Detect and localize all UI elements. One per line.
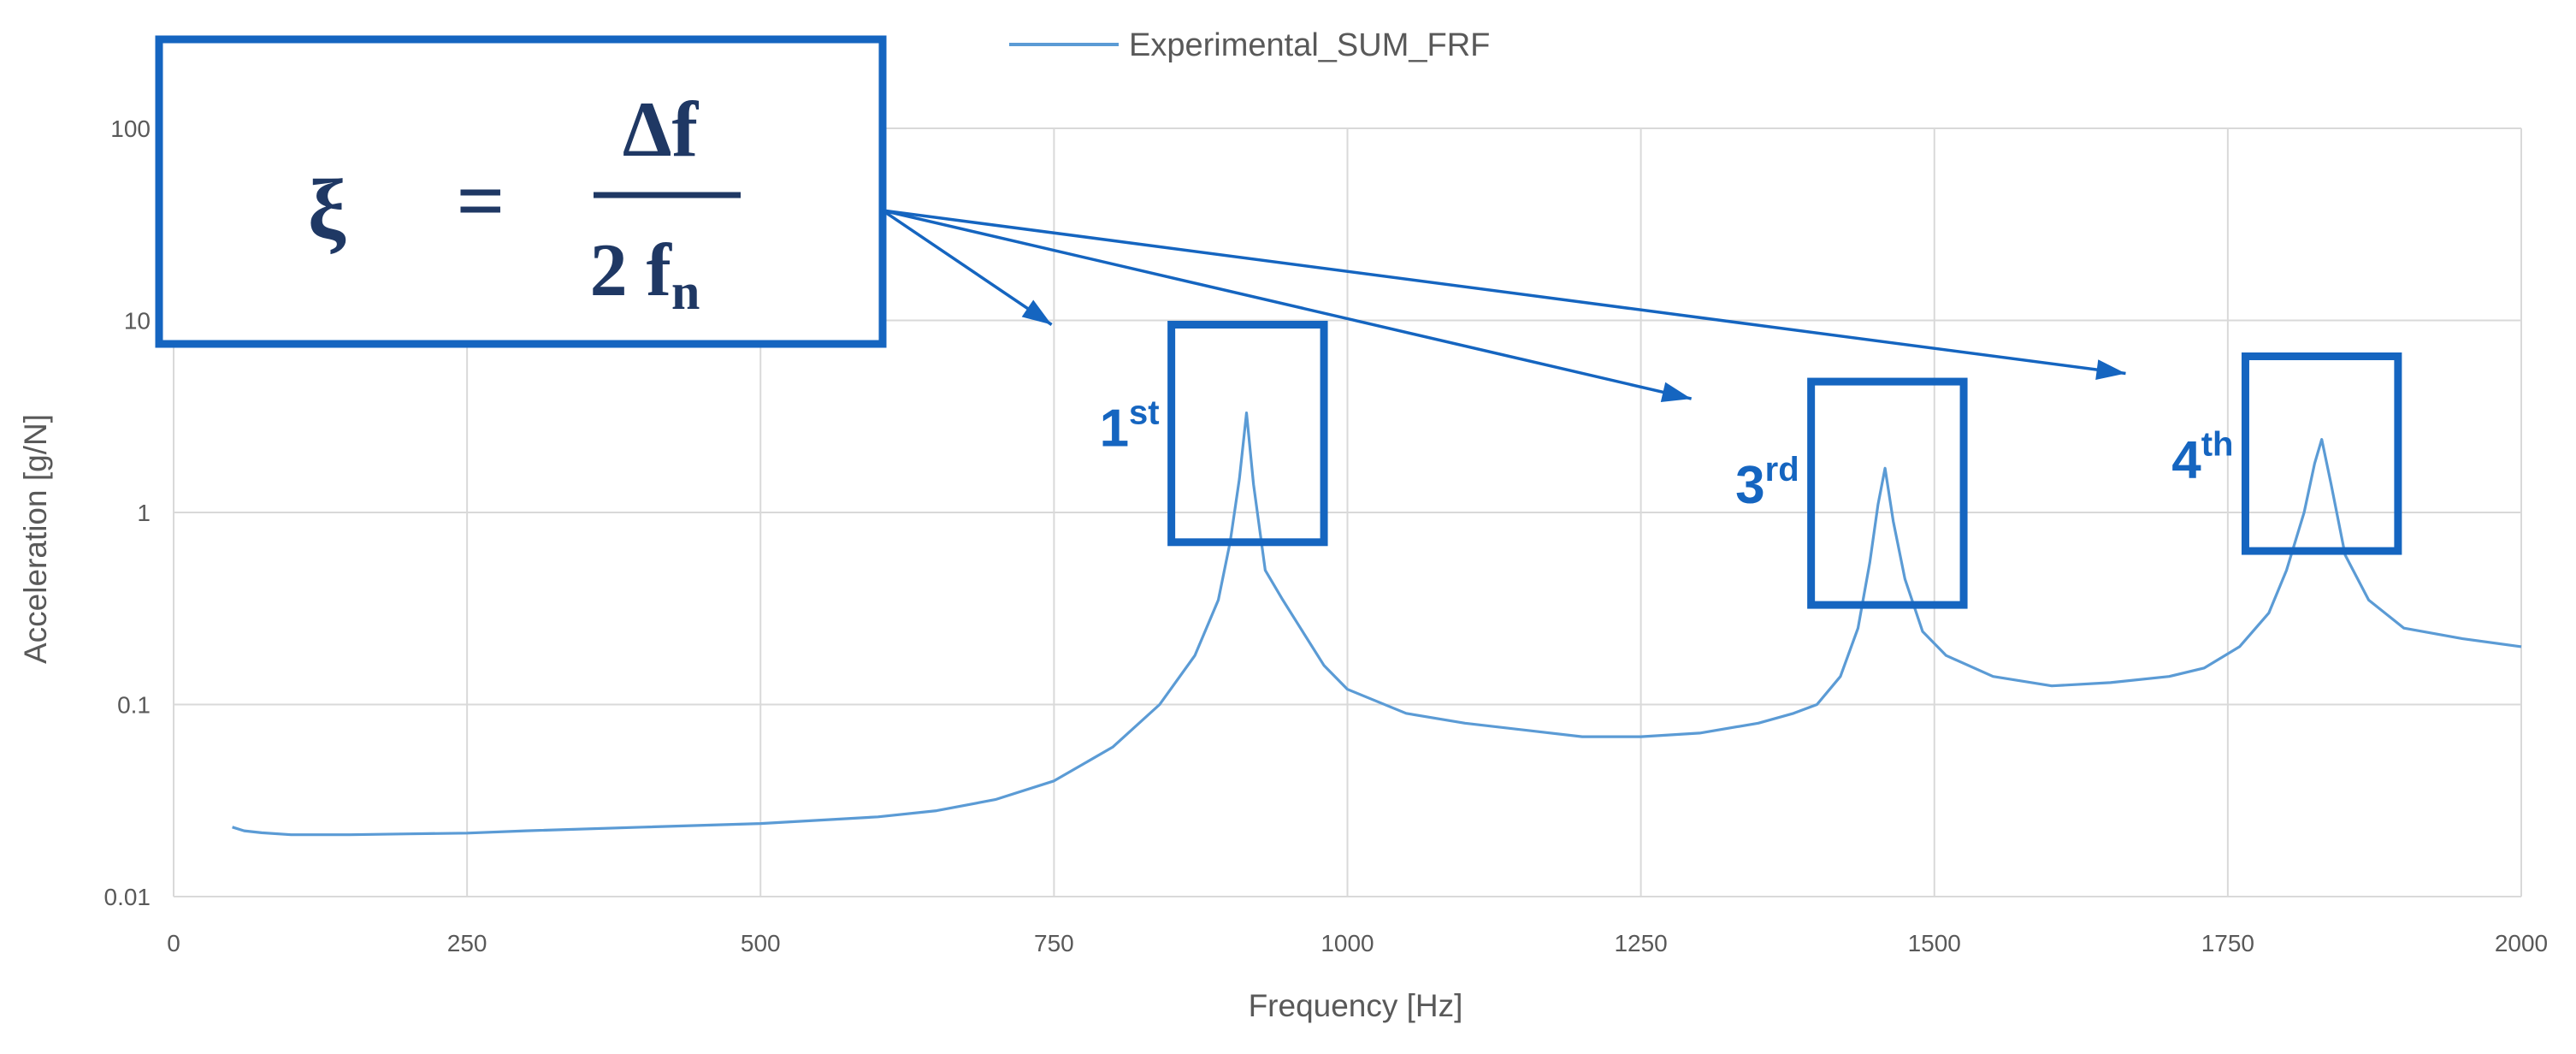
arrow-head (1021, 299, 1052, 325)
y-tick-label: 0.01 (104, 884, 151, 910)
x-tick-label: 250 (447, 930, 487, 956)
arrow-line (882, 209, 1053, 326)
formula-denominator-subscript: n (671, 264, 700, 320)
damping-formula: ξ = Δf 2 fn (155, 35, 887, 348)
peak-box (2241, 352, 2402, 555)
x-tick-label: 1500 (1908, 930, 1961, 956)
formula-arrows (882, 209, 2126, 402)
arrow-head (2095, 359, 2126, 380)
peak-label: 3rd (1735, 451, 1799, 515)
formula-box (155, 35, 887, 348)
legend-label: Experimental_SUM_FRF (1129, 27, 1490, 63)
x-tick-label: 1750 (2201, 930, 2254, 956)
x-axis-title: Frequency [Hz] (1249, 988, 1463, 1023)
formula-denominator-base: 2 f (590, 229, 673, 312)
x-tick-label: 500 (741, 930, 781, 956)
formula-symbol: ξ (308, 162, 346, 257)
x-tick-label: 0 (167, 930, 180, 956)
y-axis-title: Acceleration [g/N] (18, 414, 53, 664)
formula-operator: = (457, 153, 505, 248)
formula-numerator: Δf (623, 86, 700, 173)
peak-annotations: 1st 3rd 4th (1100, 321, 2402, 609)
peak-label: 1st (1100, 394, 1160, 459)
y-tick-label: 100 (110, 115, 151, 142)
y-tick-label: 1 (137, 500, 151, 526)
peak-label: 4th (2171, 426, 2233, 490)
x-tick-labels: 0 250 500 750 1000 1250 1500 1750 2000 (167, 930, 2548, 956)
arrow-head (1660, 382, 1692, 402)
x-tick-label: 2000 (2495, 930, 2548, 956)
formula-denominator: 2 fn (590, 229, 700, 320)
x-tick-label: 750 (1034, 930, 1074, 956)
x-tick-label: 1000 (1320, 930, 1374, 956)
arrow-line (882, 209, 1693, 400)
series-line (232, 412, 2522, 837)
arrow-line (882, 209, 2126, 376)
y-tick-label: 10 (124, 308, 151, 335)
y-tick-label: 0.1 (117, 692, 151, 719)
legend: Experimental_SUM_FRF (1009, 27, 1490, 63)
x-tick-label: 1250 (1614, 930, 1667, 956)
peak-box (1167, 321, 1328, 547)
peak-box (1807, 377, 1968, 609)
y-tick-labels: 0.01 0.1 1 10 100 (104, 115, 151, 910)
